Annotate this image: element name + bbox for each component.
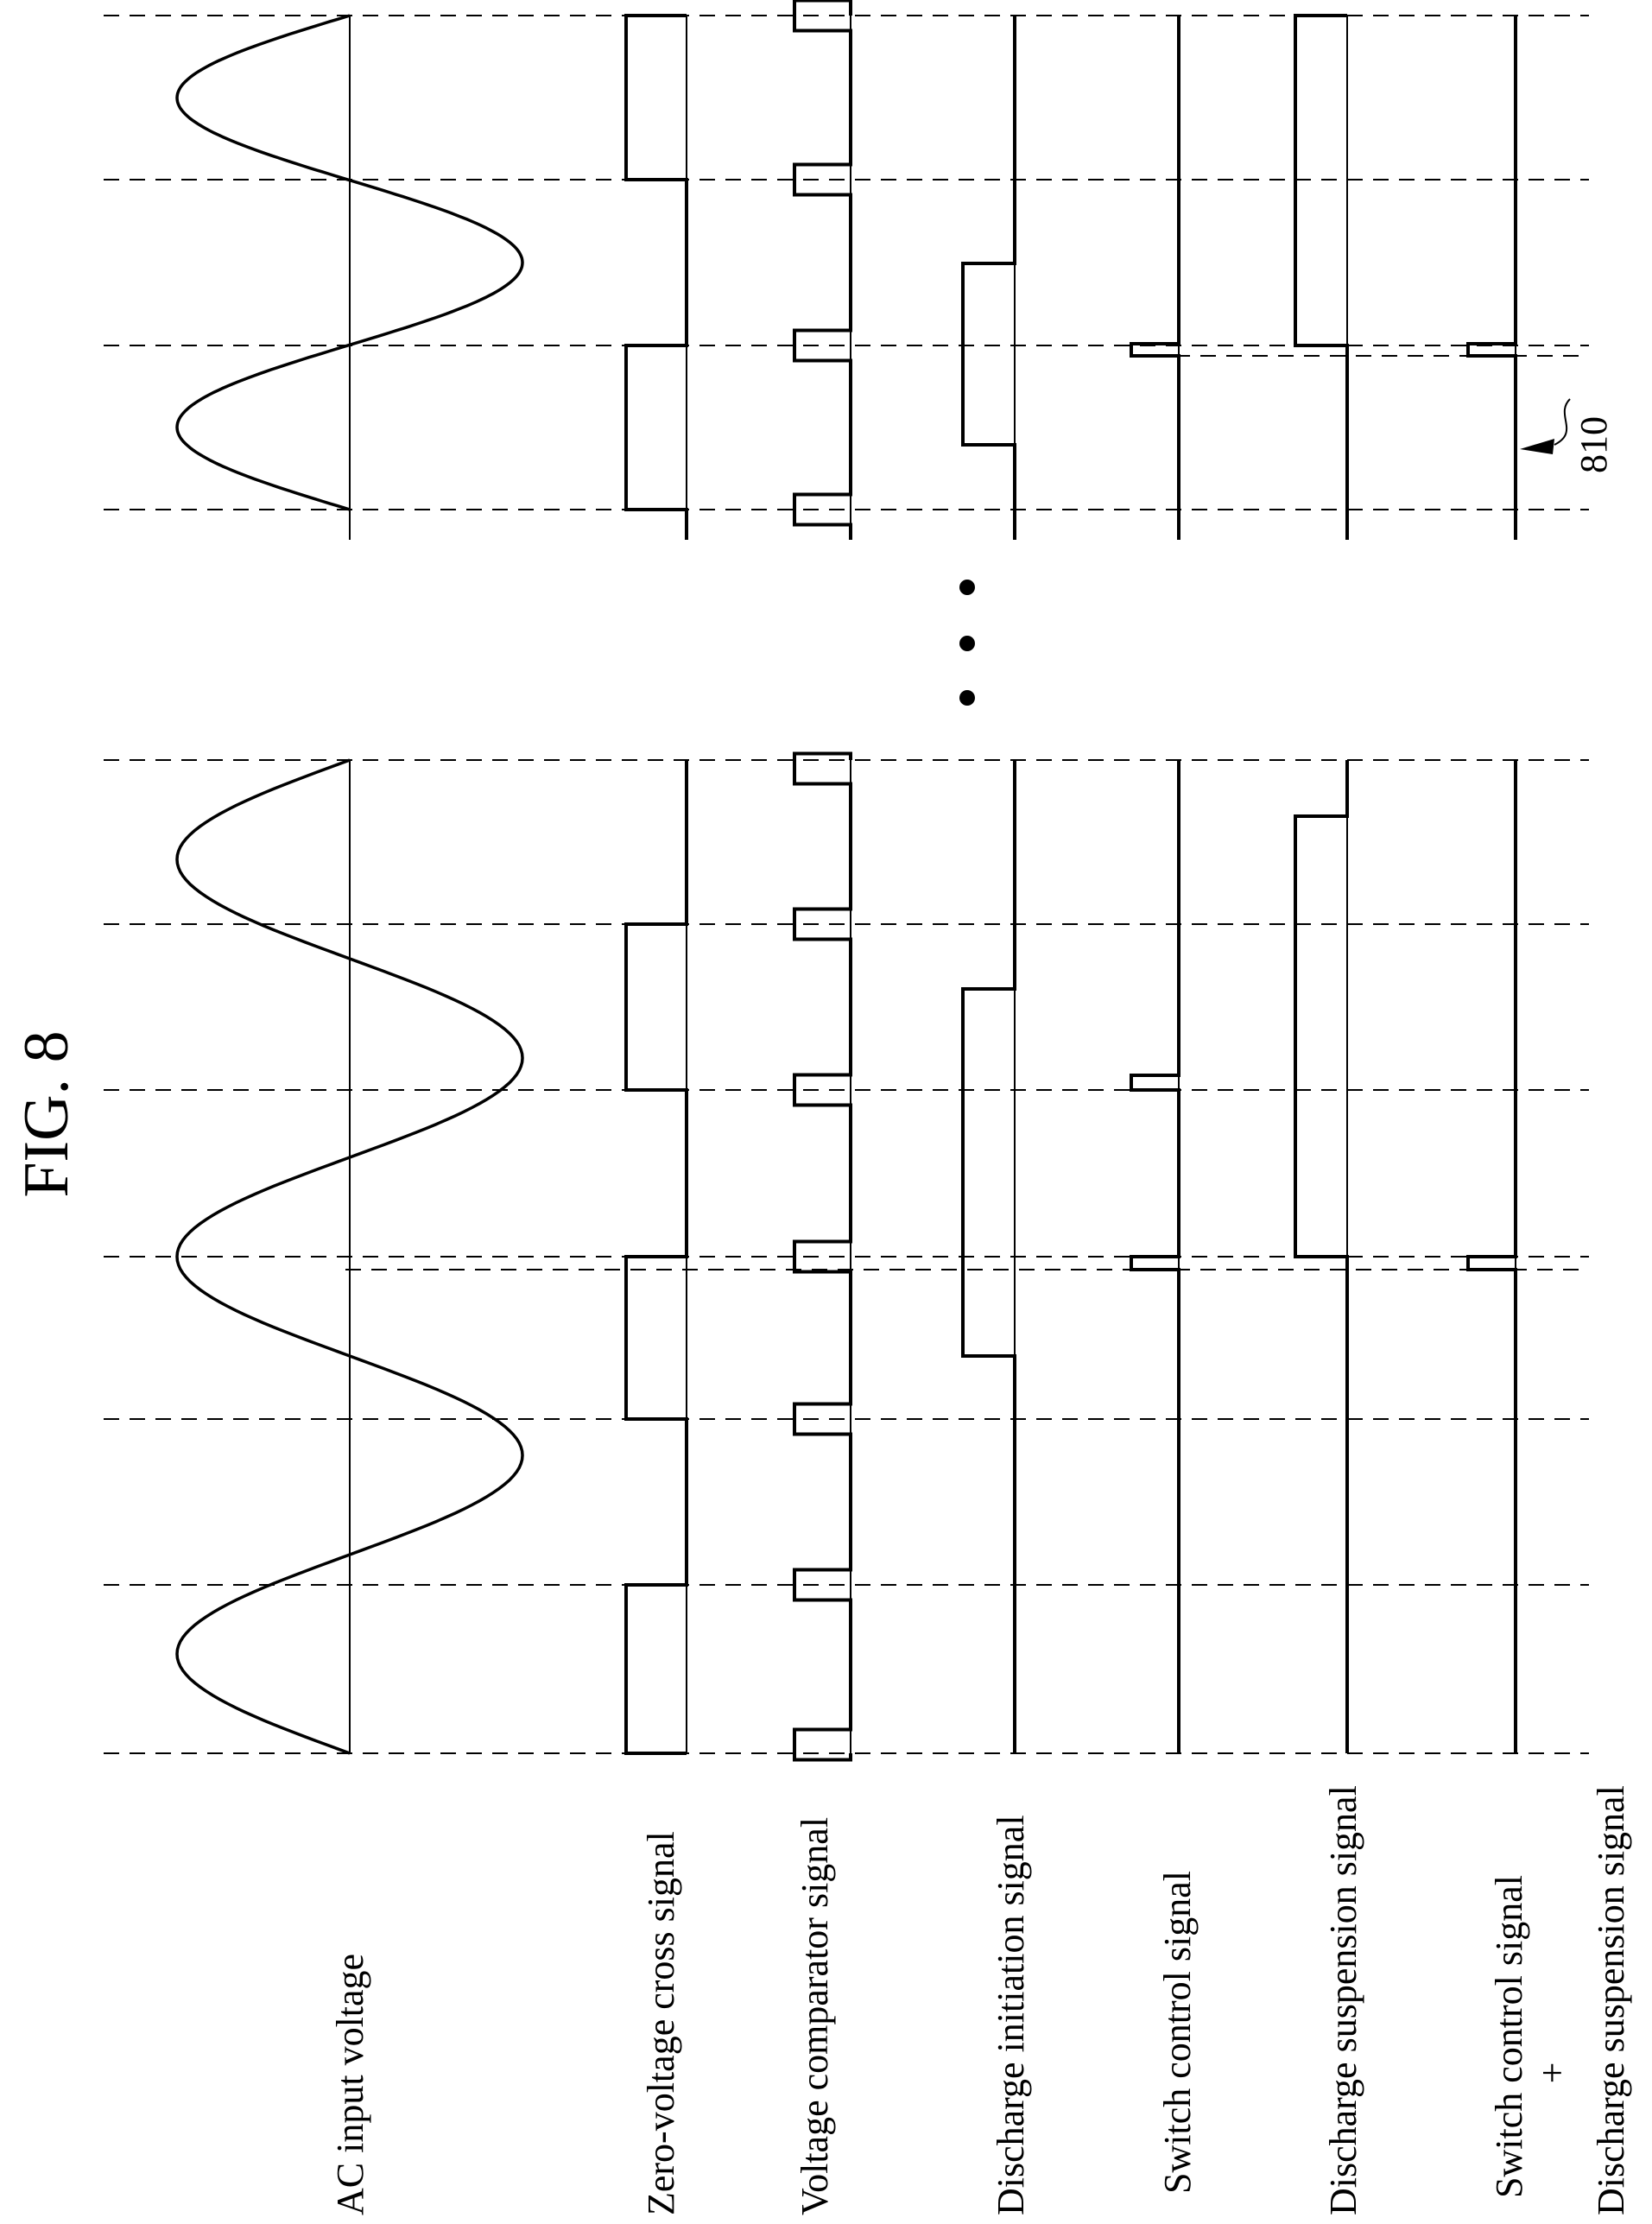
discharge-initiation-trace-right — [963, 16, 1015, 540]
zero-crossing-guides — [104, 16, 1589, 1753]
label-discharge-suspension-signal: Discharge suspension signal — [1322, 1785, 1364, 2215]
label-combined-plus: + — [1531, 2062, 1573, 2084]
label-ac-input-voltage: AC input voltage — [329, 1954, 371, 2215]
signal-baselines — [350, 16, 1516, 1753]
ellipsis-dot-2 — [959, 636, 975, 651]
voltage-comparator-trace-right — [794, 1, 851, 541]
zero-voltage-cross-trace-right — [626, 16, 687, 540]
combined-trace-left — [1468, 760, 1516, 1753]
label-discharge-initiation-signal: Discharge initiation signal — [990, 1815, 1032, 2215]
digital-signal-traces — [626, 1, 1516, 1760]
combined-trace-right — [1468, 16, 1516, 540]
reference-numeral-810: 810 — [1573, 416, 1615, 473]
discharge-suspension-trace-right — [1295, 16, 1347, 540]
figure-title: FIG. 8 — [11, 1030, 82, 1197]
switch-control-trace-right — [1131, 16, 1179, 540]
switch-control-trace-left — [1131, 760, 1179, 1753]
reference-leader-line — [1554, 399, 1570, 445]
label-combined-line-1: Switch control signal — [1488, 1875, 1530, 2198]
ellipsis-dot-1 — [959, 580, 975, 595]
label-voltage-comparator-signal: Voltage comparator signal — [794, 1817, 836, 2215]
label-switch-control-signal: Switch control signal — [1156, 1871, 1199, 2194]
zero-voltage-cross-trace-left — [626, 760, 687, 1753]
label-combined-line-2: Discharge suspension signal — [1590, 1785, 1632, 2215]
ellipsis-dot-3 — [959, 690, 975, 706]
reference-leader-arrow — [1520, 439, 1554, 454]
discharge-suspension-trace-left — [1295, 760, 1347, 1753]
label-zero-voltage-cross-signal: Zero-voltage cross signal — [640, 1831, 682, 2215]
